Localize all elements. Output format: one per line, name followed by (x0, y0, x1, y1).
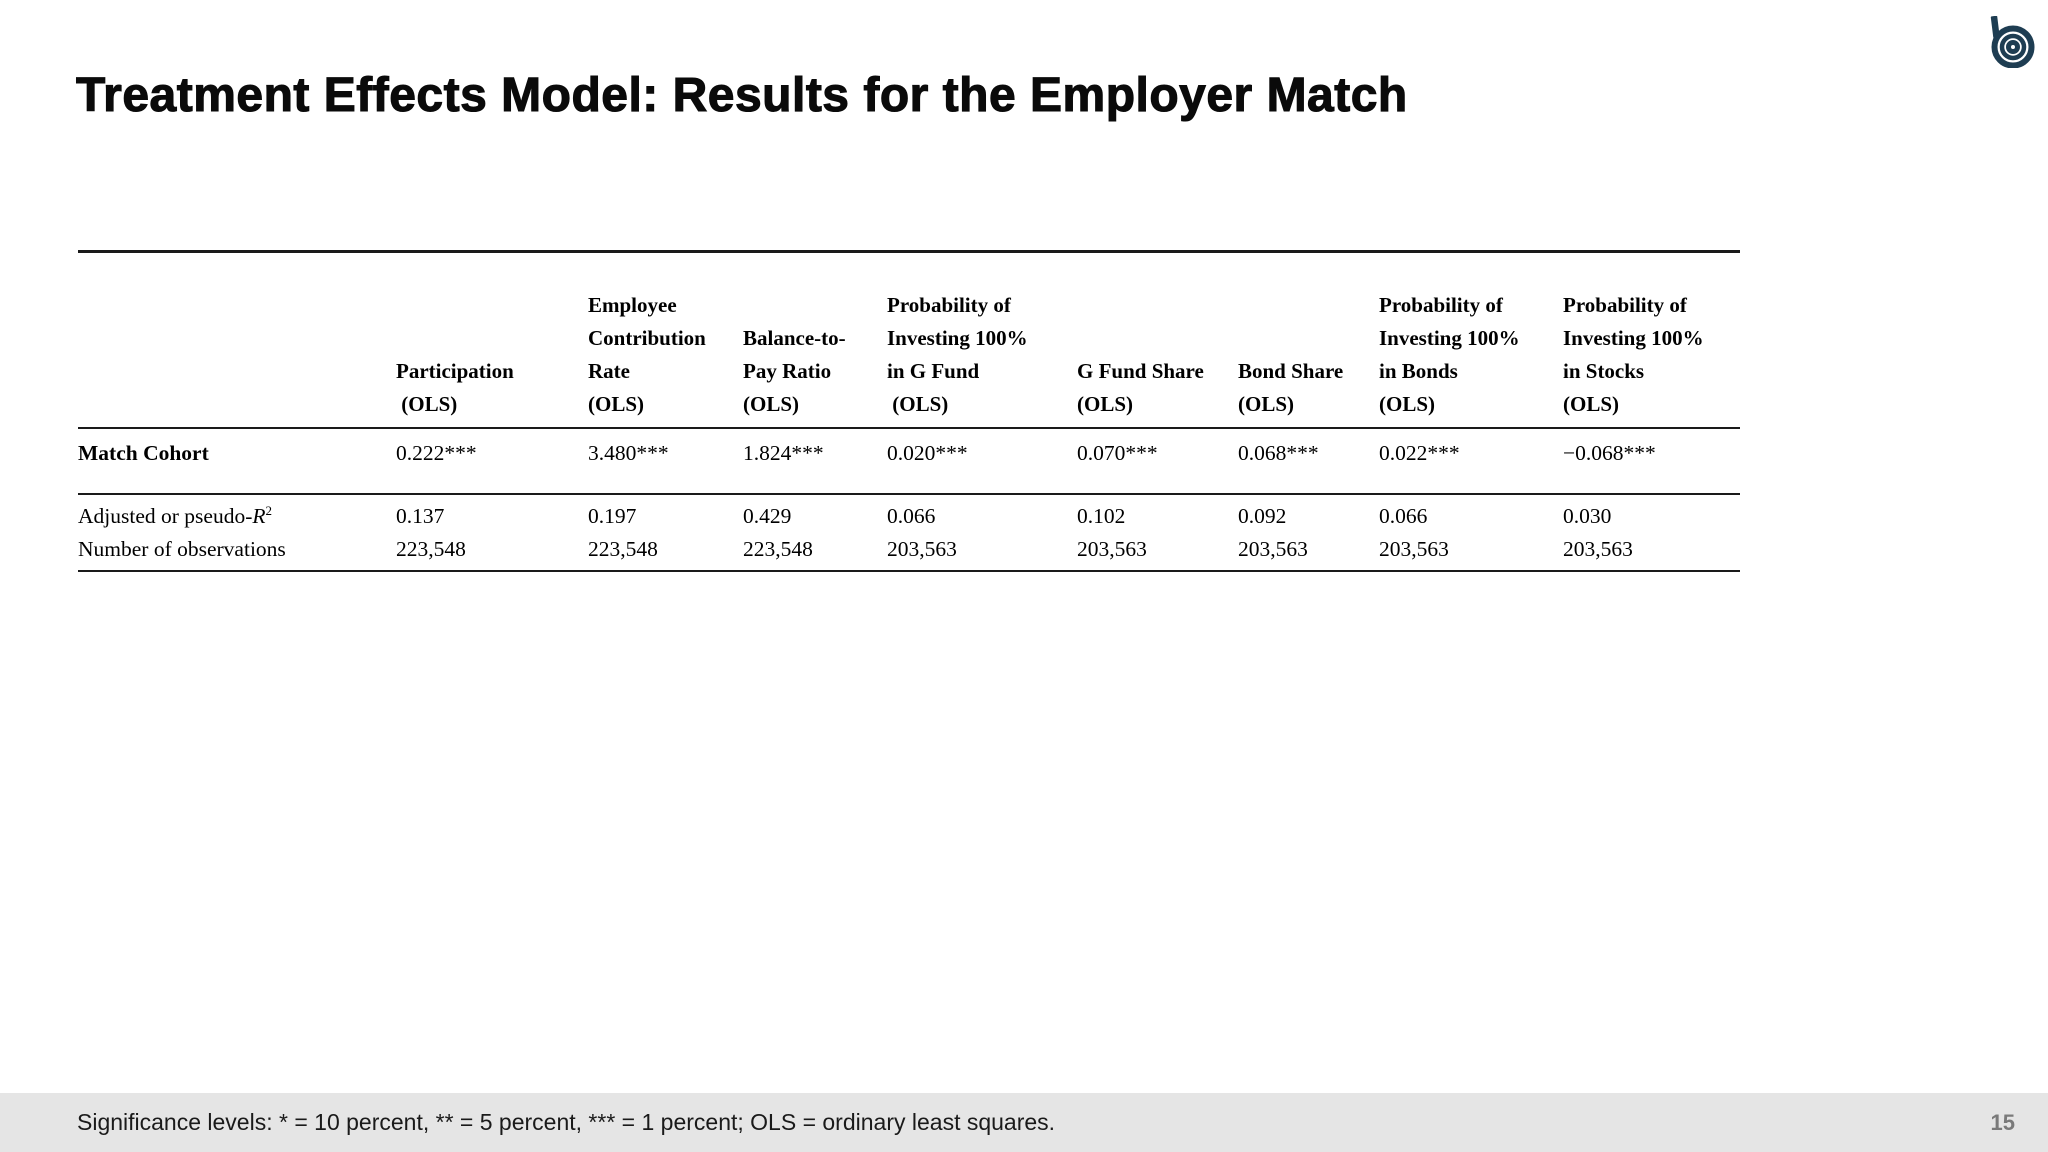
slide-title: Treatment Effects Model: Results for the… (75, 68, 1408, 122)
table-cell: 223,548 (743, 537, 813, 561)
column-header-employee-contribution-rate: Employee Contribution Rate (OLS) (588, 293, 706, 416)
table-cell: 0.070*** (1077, 441, 1158, 465)
row-label-observations: Number of observations (78, 537, 286, 561)
column-header-g-fund-share: G Fund Share (OLS) (1077, 359, 1204, 416)
table-cell: 0.092 (1238, 504, 1287, 528)
page-number: 15 (1990, 1109, 2015, 1135)
table-cell: 0.066 (1379, 504, 1428, 528)
table-cell: 223,548 (396, 537, 466, 561)
column-header-balance-to-pay-ratio: Balance-to- Pay Ratio (OLS) (743, 326, 846, 416)
table-cell: 0.137 (396, 504, 445, 528)
table-cell: 203,563 (1563, 537, 1633, 561)
table-cell: 0.222*** (396, 441, 477, 465)
table-cell: 0.102 (1077, 504, 1126, 528)
table-cell: 0.429 (743, 504, 792, 528)
table-row-observations: Number of observations 223,548 223,548 2… (78, 533, 1740, 566)
table-cell: 203,563 (887, 537, 957, 561)
table-cell: 203,563 (1238, 537, 1308, 561)
r-squared-label-text: Adjusted or pseudo- (78, 504, 253, 528)
table-stats-section: Adjusted or pseudo-R2 0.137 0.197 0.429 … (78, 495, 1740, 572)
concentric-b-logo-icon (1984, 15, 2036, 69)
logo-graphic (1990, 15, 2035, 69)
column-header-bond-share: Bond Share (OLS) (1238, 359, 1344, 416)
r-squared-italic-r: R (252, 504, 266, 528)
table-cell: 0.030 (1563, 504, 1612, 528)
column-header-prob-100-stocks: Probability of Investing 100% in Stocks … (1563, 293, 1704, 416)
table-cell: 1.824*** (743, 441, 824, 465)
r-squared-superscript: 2 (265, 502, 273, 518)
table-cell: 223,548 (588, 537, 658, 561)
table-cell: 203,563 (1379, 537, 1449, 561)
footer-bar: Significance levels: * = 10 percent, ** … (0, 1093, 2048, 1152)
table-cell: 3.480*** (588, 441, 669, 465)
table-cell: −0.068*** (1563, 441, 1656, 465)
table-cell: 0.068*** (1238, 441, 1319, 465)
table-cell: 0.066 (887, 504, 936, 528)
row-label-match-cohort: Match Cohort (78, 441, 209, 465)
table-cell: 0.020*** (887, 441, 968, 465)
column-header-participation: Participation (OLS) (396, 359, 514, 416)
table-header-row: Participation (OLS) Employee Contributio… (78, 253, 1740, 429)
table-row-match-cohort: Match Cohort 0.222*** 3.480*** 1.824*** … (78, 429, 1740, 495)
column-header-prob-100-bonds: Probability of Investing 100% in Bonds (… (1379, 293, 1520, 416)
row-label-r-squared: Adjusted or pseudo-R2 (78, 500, 396, 533)
significance-footnote: Significance levels: * = 10 percent, ** … (77, 1109, 1056, 1135)
column-header-prob-100-g-fund: Probability of Investing 100% in G Fund … (887, 293, 1028, 416)
results-table: Participation (OLS) Employee Contributio… (78, 250, 1740, 572)
table-cell: 0.022*** (1379, 441, 1460, 465)
table-cell: 0.197 (588, 504, 637, 528)
table-cell: 203,563 (1077, 537, 1147, 561)
table-row-r-squared: Adjusted or pseudo-R2 0.137 0.197 0.429 … (78, 500, 1740, 533)
